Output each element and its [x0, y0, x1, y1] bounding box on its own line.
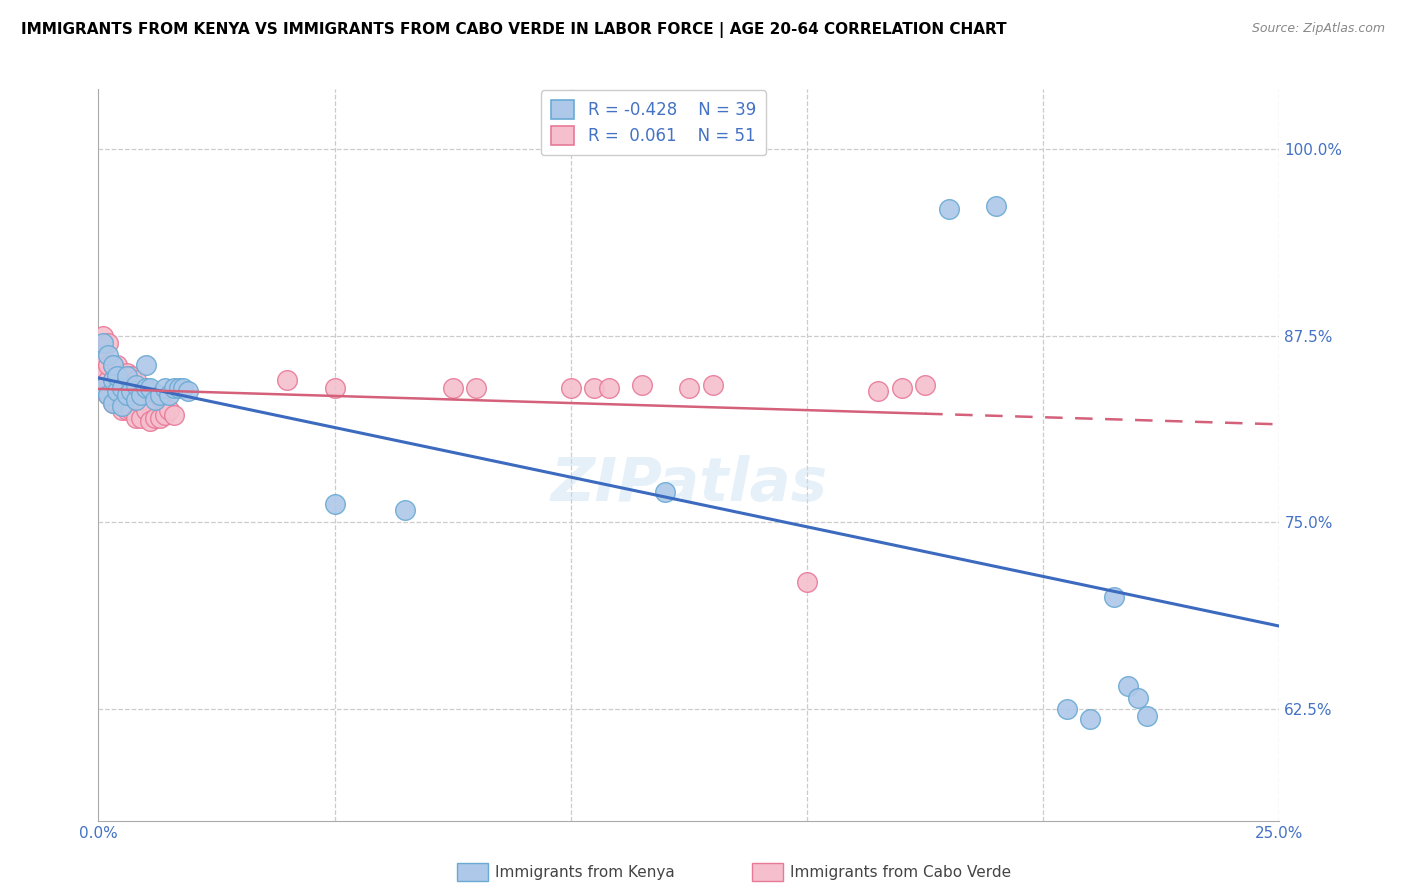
Point: [129, 410, 152, 425]
Point: [153, 381, 176, 395]
Point: [105, 384, 128, 398]
Point: [323, 381, 346, 395]
Point: [121, 384, 143, 398]
Point: [938, 202, 960, 216]
Point: [125, 373, 148, 387]
Point: [276, 373, 298, 387]
Point: [97, 373, 120, 387]
Text: Source: ZipAtlas.com: Source: ZipAtlas.com: [1251, 22, 1385, 36]
Point: [91, 335, 114, 350]
Point: [1102, 590, 1125, 604]
Point: [796, 574, 818, 589]
Point: [984, 199, 1007, 213]
Point: [101, 395, 124, 409]
Point: [163, 381, 186, 395]
Point: [157, 388, 180, 402]
Point: [143, 410, 166, 425]
Text: IMMIGRANTS FROM KENYA VS IMMIGRANTS FROM CABO VERDE IN LABOR FORCE | AGE 20-64 C: IMMIGRANTS FROM KENYA VS IMMIGRANTS FROM…: [21, 22, 1007, 38]
Point: [678, 381, 700, 395]
Point: [101, 359, 124, 373]
Point: [153, 408, 176, 422]
Point: [560, 381, 582, 395]
Point: [91, 381, 114, 395]
Point: [135, 384, 157, 398]
Point: [101, 359, 124, 373]
Point: [105, 381, 128, 395]
Point: [163, 408, 186, 422]
Point: [866, 384, 889, 398]
Point: [465, 381, 488, 395]
Point: [125, 392, 148, 407]
Point: [139, 381, 162, 395]
Point: [121, 388, 143, 402]
Point: [135, 403, 157, 417]
Point: [115, 381, 138, 395]
Point: [149, 388, 172, 402]
Text: Immigrants from Cabo Verde: Immigrants from Cabo Verde: [790, 865, 1011, 880]
Point: [111, 368, 134, 383]
Point: [172, 381, 194, 395]
Point: [97, 388, 120, 402]
Point: [105, 395, 128, 409]
Point: [91, 366, 114, 380]
Point: [167, 381, 190, 395]
Point: [115, 368, 138, 383]
Point: [121, 403, 143, 417]
Point: [139, 414, 162, 428]
Point: [97, 348, 120, 362]
Point: [111, 399, 134, 413]
Point: [914, 377, 936, 392]
Point: [105, 368, 128, 383]
Point: [111, 403, 134, 417]
Point: [129, 392, 152, 407]
Point: [135, 381, 157, 395]
Point: [1116, 679, 1139, 693]
Point: [157, 403, 180, 417]
Point: [105, 359, 128, 373]
Text: ZIPatlas: ZIPatlas: [550, 455, 828, 514]
Point: [111, 381, 134, 395]
Point: [1136, 709, 1159, 723]
Point: [1056, 701, 1078, 715]
Point: [323, 497, 346, 511]
Point: [97, 359, 120, 373]
Text: Immigrants from Kenya: Immigrants from Kenya: [495, 865, 675, 880]
Point: [702, 377, 724, 392]
Point: [125, 377, 148, 392]
Point: [1080, 712, 1102, 726]
Point: [97, 335, 120, 350]
Point: [890, 381, 912, 395]
Point: [129, 388, 152, 402]
Point: [115, 388, 138, 402]
Legend: R = -0.428    N = 39, R =  0.061    N = 51: R = -0.428 N = 39, R = 0.061 N = 51: [541, 90, 766, 155]
Point: [394, 503, 416, 517]
Point: [583, 381, 606, 395]
Point: [91, 351, 114, 365]
Point: [1126, 691, 1149, 706]
Point: [101, 373, 124, 387]
Point: [135, 359, 157, 373]
Point: [111, 388, 134, 402]
Point: [101, 395, 124, 409]
Point: [115, 366, 138, 380]
Point: [177, 384, 200, 398]
Point: [91, 381, 114, 395]
Point: [125, 410, 148, 425]
Point: [598, 381, 620, 395]
Point: [441, 381, 464, 395]
Point: [654, 485, 676, 500]
Point: [115, 403, 138, 417]
Point: [630, 377, 652, 392]
Point: [143, 392, 166, 407]
Point: [101, 373, 124, 387]
Point: [125, 392, 148, 407]
Point: [149, 410, 172, 425]
Point: [91, 328, 114, 343]
Point: [121, 368, 143, 383]
Point: [97, 388, 120, 402]
Point: [149, 390, 172, 404]
